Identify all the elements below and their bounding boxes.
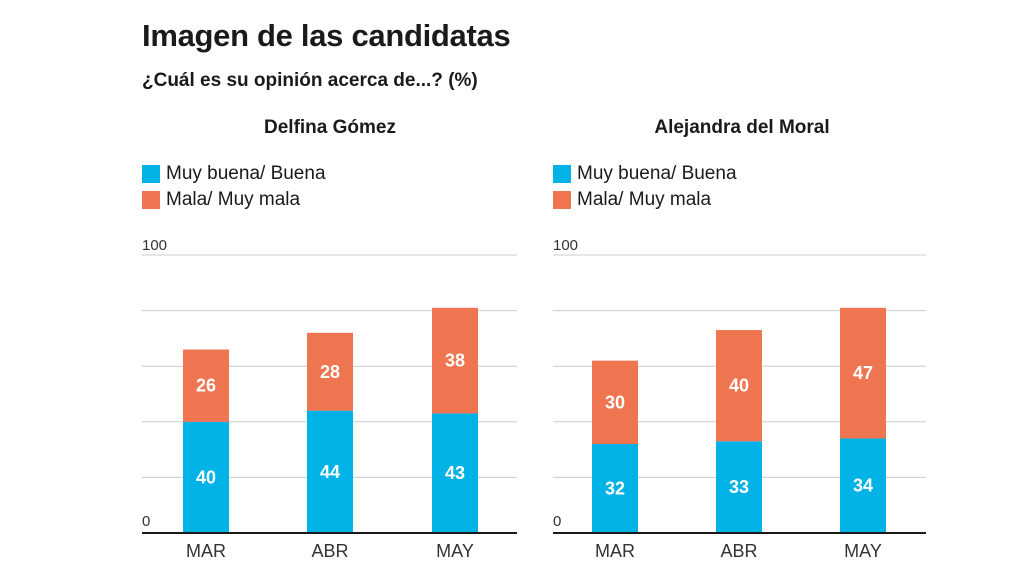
y-tick-label: 100 [553, 237, 578, 254]
bar-segment-positive [716, 441, 762, 533]
legend-swatch-positive [553, 165, 571, 183]
legend-alejandra: Muy buena/ Buena Mala/ Muy mala [553, 161, 737, 213]
legend-label-positive: Muy buena/ Buena [577, 163, 737, 184]
data-label: 44 [320, 462, 340, 482]
bar-segment-positive [840, 438, 886, 533]
bar-segment-negative [592, 360, 638, 445]
data-label: 28 [320, 362, 340, 382]
data-label: 26 [196, 376, 216, 396]
legend-item-negative: Mala/ Muy mala [142, 187, 326, 213]
bar-segment-negative [307, 332, 353, 411]
legend-label-positive: Muy buena/ Buena [166, 163, 326, 184]
data-label: 33 [729, 477, 749, 497]
legend-swatch-positive [142, 165, 160, 183]
legend-item-negative: Mala/ Muy mala [553, 187, 737, 213]
y-tick-label: 0 [142, 513, 150, 530]
x-tick-label: MAR [186, 541, 226, 561]
data-label: 38 [445, 351, 465, 371]
y-tick-label: 100 [142, 237, 167, 254]
x-tick-label: MAY [844, 541, 882, 561]
bar-segment-negative [840, 307, 886, 439]
bar-segment-negative [716, 330, 762, 442]
data-label: 32 [605, 479, 625, 499]
legend-label-negative: Mala/ Muy mala [166, 189, 301, 210]
bar-segment-negative [432, 307, 478, 414]
legend-item-positive: Muy buena/ Buena [142, 161, 326, 187]
legend-item-positive: Muy buena/ Buena [553, 161, 737, 187]
x-tick-label: MAR [595, 541, 635, 561]
data-label: 34 [853, 476, 873, 496]
legend-swatch-negative [553, 191, 571, 209]
x-tick-label: MAY [436, 541, 474, 561]
legend-delfina: Muy buena/ Buena Mala/ Muy mala [142, 161, 326, 213]
bar-segment-positive [592, 444, 638, 533]
y-tick-label: 0 [553, 513, 561, 530]
panel-title-delfina: Delfina Gómez [264, 117, 396, 138]
bar-segment-negative [183, 349, 229, 422]
data-label: 40 [729, 376, 749, 396]
data-label: 47 [853, 363, 873, 383]
legend-label-negative: Mala/ Muy mala [577, 189, 712, 210]
panel-title-alejandra: Alejandra del Moral [654, 117, 830, 138]
x-tick-label: ABR [720, 541, 757, 561]
data-label: 40 [196, 467, 216, 487]
data-label: 30 [605, 392, 625, 412]
chart-title: Imagen de las candidatas [142, 18, 511, 53]
chart-subtitle: ¿Cuál es su opinión acerca de...? (%) [142, 70, 478, 91]
x-tick-label: ABR [311, 541, 348, 561]
data-label: 43 [445, 463, 465, 483]
bar-segment-positive [183, 421, 229, 533]
bar-segment-positive [432, 413, 478, 533]
bar-segment-positive [307, 410, 353, 533]
legend-swatch-negative [142, 191, 160, 209]
